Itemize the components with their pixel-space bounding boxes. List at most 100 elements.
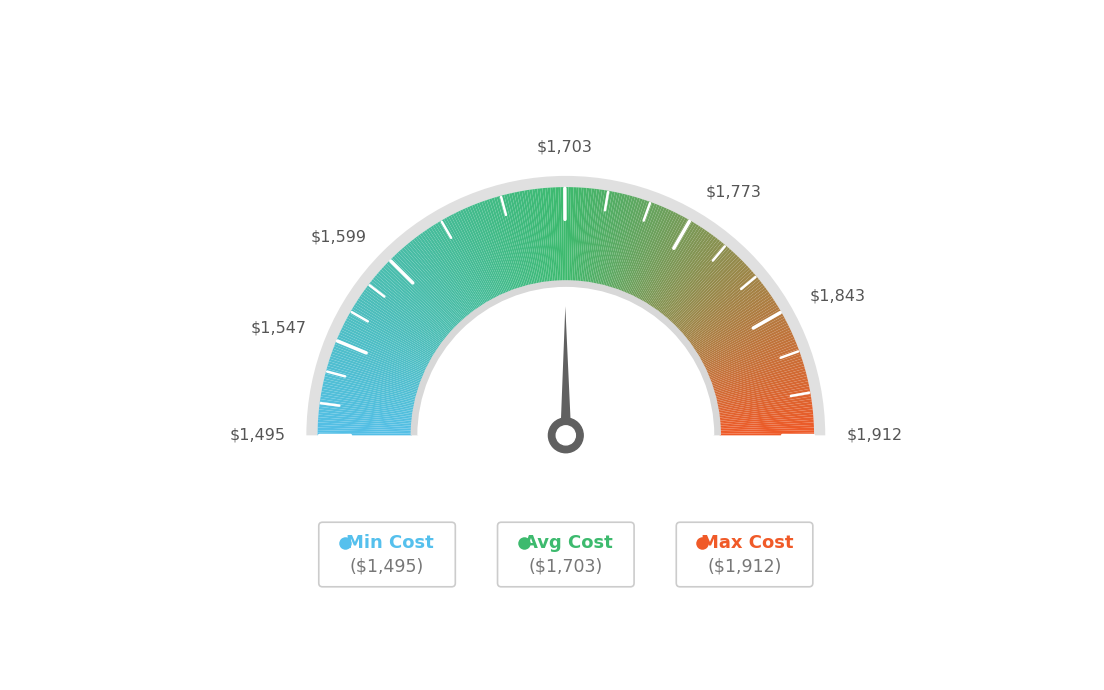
Wedge shape (567, 187, 571, 282)
Wedge shape (363, 289, 442, 346)
FancyBboxPatch shape (319, 522, 455, 586)
Wedge shape (689, 287, 766, 345)
Wedge shape (664, 244, 726, 318)
Wedge shape (448, 215, 495, 299)
Wedge shape (527, 190, 543, 284)
Wedge shape (720, 433, 814, 435)
Wedge shape (578, 188, 590, 282)
Wedge shape (715, 376, 807, 400)
Wedge shape (586, 189, 602, 283)
Wedge shape (607, 196, 635, 288)
Wedge shape (412, 239, 471, 315)
Wedge shape (659, 237, 718, 314)
Wedge shape (353, 304, 435, 355)
Wedge shape (505, 195, 529, 286)
Wedge shape (553, 187, 560, 282)
Wedge shape (433, 224, 485, 306)
Wedge shape (402, 248, 465, 320)
Wedge shape (319, 409, 413, 421)
Wedge shape (558, 187, 563, 282)
Wedge shape (585, 189, 599, 283)
Wedge shape (319, 404, 413, 417)
Wedge shape (571, 187, 576, 282)
Wedge shape (431, 226, 484, 306)
Wedge shape (325, 373, 416, 399)
Wedge shape (684, 277, 758, 339)
Wedge shape (599, 193, 623, 286)
Wedge shape (693, 296, 773, 350)
Wedge shape (501, 195, 528, 286)
Wedge shape (481, 201, 516, 290)
Wedge shape (335, 344, 423, 380)
Wedge shape (442, 219, 490, 302)
Wedge shape (719, 404, 813, 417)
Wedge shape (652, 230, 708, 309)
Wedge shape (623, 204, 659, 293)
Wedge shape (658, 236, 715, 313)
Wedge shape (318, 428, 412, 432)
Wedge shape (352, 307, 434, 357)
Wedge shape (661, 241, 722, 316)
Wedge shape (357, 300, 437, 353)
Wedge shape (577, 188, 586, 282)
Wedge shape (540, 188, 551, 282)
Wedge shape (417, 235, 476, 312)
Wedge shape (323, 381, 415, 404)
Wedge shape (563, 187, 566, 282)
Wedge shape (713, 364, 804, 393)
Wedge shape (654, 231, 710, 310)
Wedge shape (545, 188, 554, 282)
Wedge shape (720, 428, 814, 432)
Wedge shape (524, 190, 542, 284)
Wedge shape (426, 228, 480, 308)
Wedge shape (335, 342, 423, 379)
Wedge shape (590, 190, 607, 284)
Wedge shape (318, 420, 412, 427)
Wedge shape (397, 251, 463, 322)
Text: $1,912: $1,912 (847, 428, 902, 443)
Wedge shape (437, 221, 488, 304)
Wedge shape (614, 199, 645, 290)
Wedge shape (710, 346, 798, 382)
Wedge shape (347, 316, 431, 363)
Wedge shape (719, 402, 813, 416)
Polygon shape (561, 306, 571, 435)
Wedge shape (601, 194, 625, 286)
Wedge shape (718, 394, 811, 411)
Wedge shape (679, 267, 751, 333)
Wedge shape (371, 279, 446, 339)
Wedge shape (705, 332, 793, 373)
Wedge shape (711, 354, 802, 386)
Wedge shape (665, 246, 728, 319)
Wedge shape (713, 366, 805, 394)
Wedge shape (319, 402, 413, 416)
Wedge shape (341, 327, 427, 370)
Wedge shape (611, 197, 640, 288)
Wedge shape (604, 195, 630, 286)
Wedge shape (489, 199, 520, 289)
Wedge shape (582, 188, 594, 282)
Wedge shape (656, 235, 714, 312)
Wedge shape (687, 281, 762, 341)
Wedge shape (669, 251, 734, 322)
Wedge shape (318, 433, 412, 435)
Wedge shape (696, 302, 777, 354)
Wedge shape (715, 373, 807, 399)
Wedge shape (689, 285, 765, 344)
Wedge shape (548, 188, 556, 282)
Wedge shape (701, 316, 785, 363)
Wedge shape (453, 213, 498, 298)
Wedge shape (340, 330, 426, 371)
Wedge shape (644, 221, 694, 304)
Wedge shape (534, 189, 548, 283)
Wedge shape (692, 294, 771, 349)
Wedge shape (428, 227, 482, 307)
Wedge shape (321, 389, 415, 408)
Wedge shape (530, 189, 545, 283)
Wedge shape (400, 249, 464, 321)
Wedge shape (651, 228, 705, 308)
Wedge shape (321, 391, 414, 410)
Wedge shape (705, 330, 792, 371)
Wedge shape (688, 283, 764, 342)
Wedge shape (701, 318, 786, 364)
